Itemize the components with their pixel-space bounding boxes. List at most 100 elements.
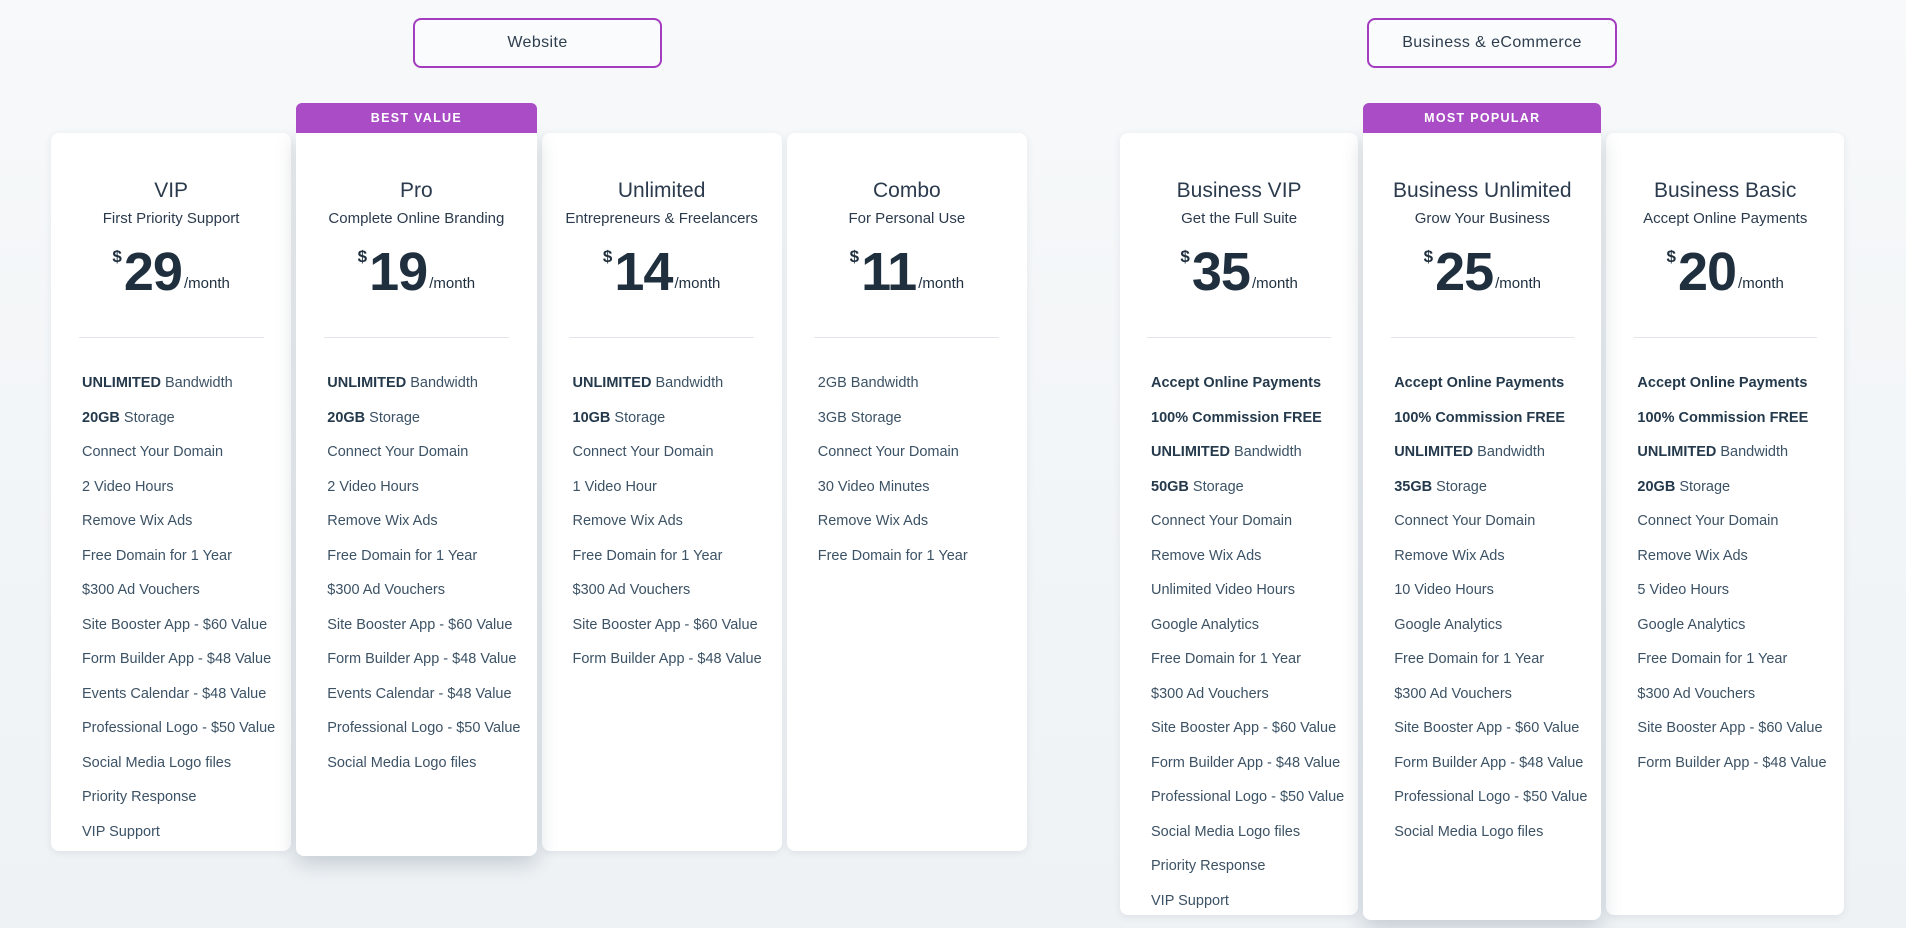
feature-item: $300 Ad Vouchers	[1637, 685, 1756, 702]
plan-card[interactable]: Unlimited Entrepreneurs & Freelancers $1…	[541, 133, 782, 851]
feature-item: $300 Ad Vouchers	[327, 582, 445, 598]
feature-item: VIP Support	[1151, 892, 1229, 909]
feature-item: 50GB Storage	[1151, 478, 1244, 495]
plan-subtitle: Complete Online Branding	[328, 210, 505, 227]
feature-item: Remove Wix Ads	[572, 513, 683, 529]
pricing-group-website: VIP First Priority Support $29/month UNL…	[51, 103, 1027, 856]
price: $25/month	[1363, 240, 1601, 304]
feature-item: 100% Commission FREE	[1637, 409, 1809, 426]
feature-item: UNLIMITED Bandwidth	[1151, 444, 1302, 460]
feature-item: $300 Ad Vouchers	[1394, 685, 1512, 702]
divider	[569, 337, 755, 338]
price-currency: $	[849, 247, 860, 266]
feature-item: Free Domain for 1 Year	[1637, 651, 1788, 667]
price-amount: 14	[614, 242, 673, 302]
feature-item: Form Builder App - $48 Value	[572, 651, 762, 667]
feature-item: 20GB Storage	[1637, 478, 1731, 495]
plan-card[interactable]: VIP First Priority Support $29/month UNL…	[51, 133, 292, 851]
feature-item: 20GB Storage	[327, 409, 420, 426]
feature-item: Google Analytics	[1151, 616, 1260, 633]
feature-item: VIP Support	[82, 823, 160, 840]
price-amount: 19	[369, 242, 428, 302]
feature-list: Accept Online Payments 100% Commission FR…	[1363, 338, 1601, 840]
price: $11/month	[787, 240, 1027, 304]
feature-list: UNLIMITED Bandwidth 10GB Storage Connect Y…	[542, 338, 782, 667]
feature-item: 20GB Storage	[82, 409, 175, 426]
feature-item: UNLIMITED Bandwidth	[1637, 444, 1789, 460]
tab-website[interactable]: Website	[413, 18, 662, 68]
badge: BEST VALUE	[296, 103, 537, 133]
feature-item: Professional Logo - $50 Value	[327, 720, 521, 736]
feature-item: Priority Response	[82, 789, 197, 805]
price: $35/month	[1120, 240, 1358, 304]
feature-item: Google Analytics	[1637, 616, 1746, 633]
feature-item: 30 Video Minutes	[817, 478, 930, 495]
feature-item: 35GB Storage	[1394, 478, 1487, 495]
feature-item: 2 Video Hours	[327, 478, 419, 495]
feature-item: Accept Online Payments	[1637, 375, 1808, 391]
plan-subtitle: Grow Your Business	[1414, 210, 1550, 227]
badge: MOST POPULAR	[1363, 103, 1602, 133]
feature-item: UNLIMITED Bandwidth	[572, 375, 724, 391]
feature-item: Professional Logo - $50 Value	[1151, 789, 1345, 805]
feature-item: $300 Ad Vouchers	[572, 582, 691, 598]
feature-item: Site Booster App - $60 Value	[327, 616, 513, 633]
feature-item: 2GB Bandwidth	[817, 375, 919, 391]
feature-item: $300 Ad Vouchers	[82, 582, 200, 598]
feature-item: Events Calendar - $48 Value	[327, 685, 512, 702]
feature-item: 5 Video Hours	[1637, 582, 1730, 598]
feature-item: Unlimited Video Hours	[1151, 582, 1295, 598]
feature-item: Connect Your Domain	[1151, 513, 1293, 529]
plan-card[interactable]: Combo For Personal Use $11/month 2GB Ban…	[786, 133, 1027, 851]
feature-item: 100% Commission FREE	[1151, 409, 1322, 426]
feature-item: 10 Video Hours	[1394, 582, 1494, 598]
plan-card[interactable]: Business Basic Accept Online Payments $2…	[1606, 133, 1844, 915]
feature-item: Free Domain for 1 Year	[817, 547, 968, 564]
plan-subtitle: Accept Online Payments	[1643, 210, 1808, 227]
feature-item: Free Domain for 1 Year	[82, 547, 232, 564]
plan-subtitle: For Personal Use	[848, 210, 966, 227]
feature-item: Events Calendar - $48 Value	[82, 685, 267, 702]
plan-card[interactable]: BEST VALUE Pro Complete Online Branding …	[296, 103, 537, 856]
feature-item: UNLIMITED Bandwidth	[1394, 444, 1545, 460]
feature-item: Social Media Logo files	[1394, 823, 1544, 840]
price: $29/month	[51, 240, 291, 304]
feature-list: UNLIMITED Bandwidth 20GB Storage Connect Y…	[296, 338, 536, 771]
feature-list: Accept Online Payments 100% Commission FR…	[1606, 338, 1844, 771]
plan-name: Business VIP	[1176, 179, 1302, 202]
feature-list: Accept Online Payments 100% Commission FR…	[1120, 338, 1358, 909]
feature-item: Remove Wix Ads	[327, 513, 438, 529]
divider	[1147, 337, 1331, 338]
price-period: /month	[1251, 275, 1298, 292]
feature-item: Remove Wix Ads	[82, 513, 193, 529]
feature-list: 2GB Bandwidth 3GB Storage Connect Your Dom…	[787, 338, 1027, 564]
price-period: /month	[1495, 275, 1541, 292]
price-currency: $	[1180, 247, 1190, 266]
feature-item: Site Booster App - $60 Value	[572, 616, 758, 633]
feature-item: Site Booster App - $60 Value	[1151, 720, 1337, 736]
feature-item: Priority Response	[1151, 858, 1266, 874]
feature-item: Social Media Logo files	[1151, 823, 1301, 840]
feature-item: Connect Your Domain	[572, 444, 714, 460]
tab-business-ecommerce[interactable]: Business & eCommerce	[1367, 18, 1617, 68]
feature-item: Form Builder App - $48 Value	[327, 651, 517, 667]
feature-item: Free Domain for 1 Year	[327, 547, 478, 564]
feature-item: Site Booster App - $60 Value	[82, 616, 268, 633]
price-currency: $	[1666, 247, 1676, 266]
price-amount: 25	[1435, 242, 1494, 302]
price-amount: 29	[123, 242, 183, 302]
divider	[814, 337, 1000, 338]
feature-item: Free Domain for 1 Year	[1151, 651, 1301, 667]
feature-item: Free Domain for 1 Year	[572, 547, 723, 564]
feature-item: Connect Your Domain	[1637, 513, 1779, 529]
feature-item: Social Media Logo files	[82, 754, 232, 771]
card-row: Business VIP Get the Full Suite $35/mont…	[1120, 103, 1844, 920]
plan-card[interactable]: Business VIP Get the Full Suite $35/mont…	[1120, 133, 1359, 915]
feature-item: Social Media Logo files	[327, 754, 477, 771]
price-period: /month	[429, 275, 476, 292]
price-currency: $	[602, 247, 613, 266]
feature-item: Connect Your Domain	[82, 444, 224, 460]
feature-item: 3GB Storage	[817, 409, 902, 426]
plan-card[interactable]: MOST POPULAR Business Unlimited Grow You…	[1363, 103, 1602, 920]
plan-name: Unlimited	[617, 179, 706, 202]
